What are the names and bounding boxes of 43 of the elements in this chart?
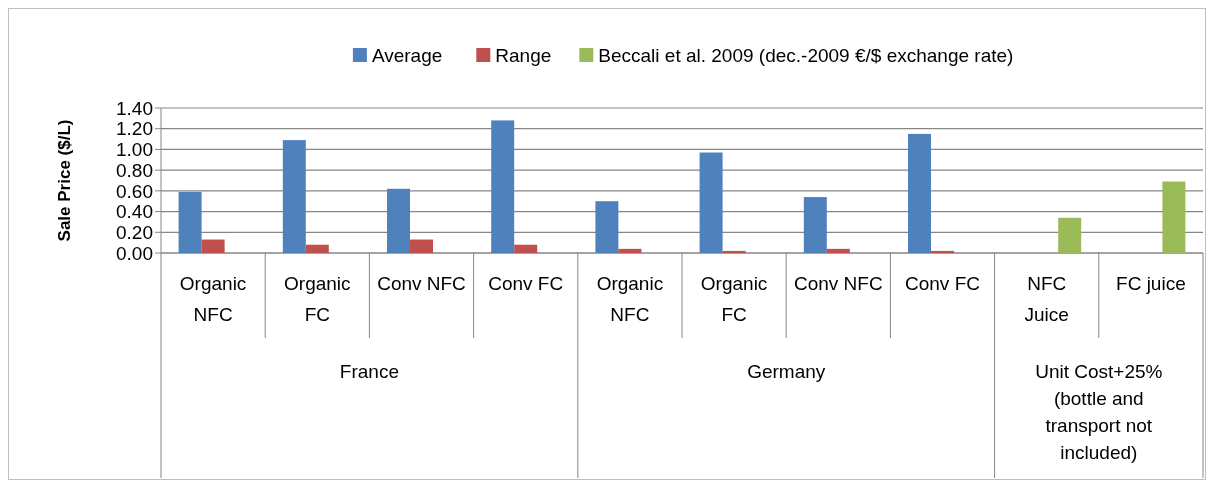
y-tick-label: 0.80 [116, 159, 153, 181]
text: France [339, 361, 399, 382]
bar [722, 250, 746, 253]
x-tick-label: Conv NFC [377, 273, 466, 294]
text: Unit Cost+25% (bottle and transport not included) [1035, 361, 1163, 463]
x-tick-label: Conv FC [905, 273, 980, 294]
legend-label: Range [495, 44, 552, 66]
y-tick-label: 0.40 [116, 201, 153, 223]
x-tick-label: Organic FC [284, 273, 351, 325]
x-tick-label: Organic NFC [179, 273, 247, 325]
x-tick-label: Organic FC [700, 273, 768, 325]
bar [1058, 217, 1082, 253]
y-tick-label: 1.00 [116, 139, 153, 161]
bar [931, 250, 954, 253]
bar [595, 201, 619, 253]
y-axis-title: Sale Price ($/L) [55, 119, 74, 242]
y-tick-label: 1.40 [116, 97, 153, 119]
y-tick-label: 0.20 [116, 221, 153, 243]
legend-label: Beccali et al. 2009 (dec.-2009 €/$ exchange rate) [598, 44, 1014, 66]
y-tick-label: 1.20 [116, 118, 153, 140]
legend-label: Average [371, 44, 443, 66]
x-tick-label: Conv NFC [793, 273, 883, 294]
bar [699, 152, 723, 253]
bar [618, 248, 642, 253]
bar [387, 188, 410, 253]
bar [514, 244, 538, 253]
bar [410, 239, 433, 253]
bar [305, 244, 329, 253]
bar [491, 120, 515, 253]
bar [201, 239, 225, 253]
bar [282, 140, 306, 253]
bar [908, 133, 931, 253]
x-tick-label: Conv FC [488, 273, 564, 294]
text: Germany [747, 361, 826, 382]
bar [826, 248, 850, 253]
x-tick-label: NFC Juice [1024, 273, 1069, 325]
bar [178, 191, 202, 253]
x-tick-label: Organic NFC [596, 273, 664, 325]
bar [803, 197, 827, 253]
y-tick-label: 0.00 [116, 242, 153, 264]
bar [1162, 181, 1186, 253]
y-tick-label: 0.60 [116, 180, 153, 202]
x-tick-label: FC juice [1116, 273, 1186, 294]
